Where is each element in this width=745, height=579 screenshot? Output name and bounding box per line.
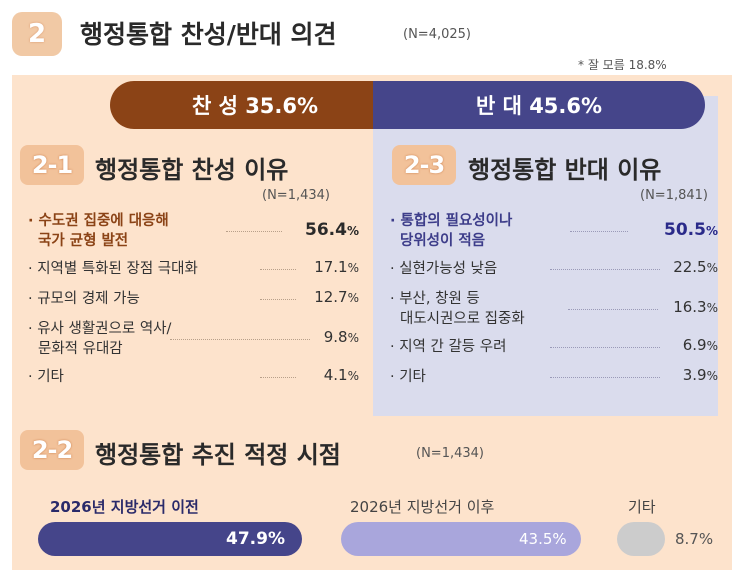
reason-label: · 통합의 필요성이나: [390, 213, 513, 229]
leader-dots: [260, 299, 296, 300]
section-2-3-badge: 2-3: [392, 145, 456, 185]
reason-value: 17.1%: [314, 258, 359, 276]
leader-dots: [568, 309, 658, 310]
section-number-badge: 2: [12, 12, 62, 56]
reason-value: 56.4%: [305, 220, 359, 240]
reason-value: 3.9%: [682, 366, 718, 384]
con-overall-pill: 반 대 45.6%: [373, 81, 705, 129]
reason-label: · 실현가능성 낮음: [390, 261, 498, 277]
reason-label-line2: 당위성이 적음: [400, 233, 486, 249]
reason-label: · 유사 생활권으로 역사/: [28, 321, 172, 337]
section-2-1-title: 행정통합 찬성 이유: [95, 156, 289, 184]
leader-dots: [550, 269, 660, 270]
reason-value: 6.9%: [682, 336, 718, 354]
reason-value: 22.5%: [673, 258, 718, 276]
reason-value: 16.3%: [673, 298, 718, 316]
reason-value: 4.1%: [323, 366, 359, 384]
section-2-3-sample-size: (N=1,841): [640, 188, 708, 203]
leader-dots: [550, 347, 660, 348]
reason-label-line2: 국가 균형 발전: [38, 233, 129, 249]
reason-label: · 수도권 집중에 대응해: [28, 213, 169, 229]
reason-label-line2: 문화적 유대감: [38, 341, 123, 357]
reason-value: 9.8%: [323, 328, 359, 346]
reason-label: · 기타: [28, 369, 64, 385]
timing-category-label: 기타: [628, 498, 656, 516]
section-2-1-badge: 2-1: [20, 145, 84, 185]
timing-value-label: 47.9%: [226, 529, 285, 549]
dont-know-note: * 잘 모름 18.8%: [578, 58, 667, 72]
leader-dots: [550, 377, 660, 378]
timing-value-label: 43.5%: [519, 530, 567, 548]
timing-value-label: 8.7%: [675, 530, 714, 548]
section-2-2-badge: 2-2: [20, 430, 84, 470]
reason-label: · 기타: [390, 369, 426, 385]
leader-dots: [226, 231, 282, 232]
section-2-2-title: 행정통합 추진 적정 시점: [95, 441, 341, 469]
section-2-3-title: 행정통합 반대 이유: [468, 156, 662, 184]
reason-label: · 규모의 경제 가능: [28, 291, 140, 307]
timing-bar: [341, 522, 581, 556]
reason-label: · 부산, 창원 등: [390, 291, 480, 307]
page-title: 행정통합 찬성/반대 의견: [80, 20, 337, 49]
timing-bar: [617, 522, 665, 556]
total-sample-size: (N=4,025): [403, 27, 471, 42]
pro-overall-pill: 찬 성 35.6%: [110, 81, 400, 129]
leader-dots: [170, 339, 310, 340]
reason-value: 50.5%: [664, 220, 718, 240]
leader-dots: [260, 269, 296, 270]
reason-label-line2: 대도시권으로 집중화: [400, 311, 525, 327]
reason-label: · 지역별 특화된 장점 극대화: [28, 261, 198, 277]
leader-dots: [570, 231, 628, 232]
timing-bar: [38, 522, 302, 556]
reason-label: · 지역 간 갈등 우려: [390, 339, 507, 355]
section-2-2-sample-size: (N=1,434): [416, 446, 484, 461]
timing-category-label: 2026년 지방선거 이후: [350, 498, 495, 516]
leader-dots: [260, 377, 296, 378]
timing-category-label: 2026년 지방선거 이전: [50, 498, 199, 516]
reason-value: 12.7%: [314, 288, 359, 306]
section-2-1-sample-size: (N=1,434): [262, 188, 330, 203]
